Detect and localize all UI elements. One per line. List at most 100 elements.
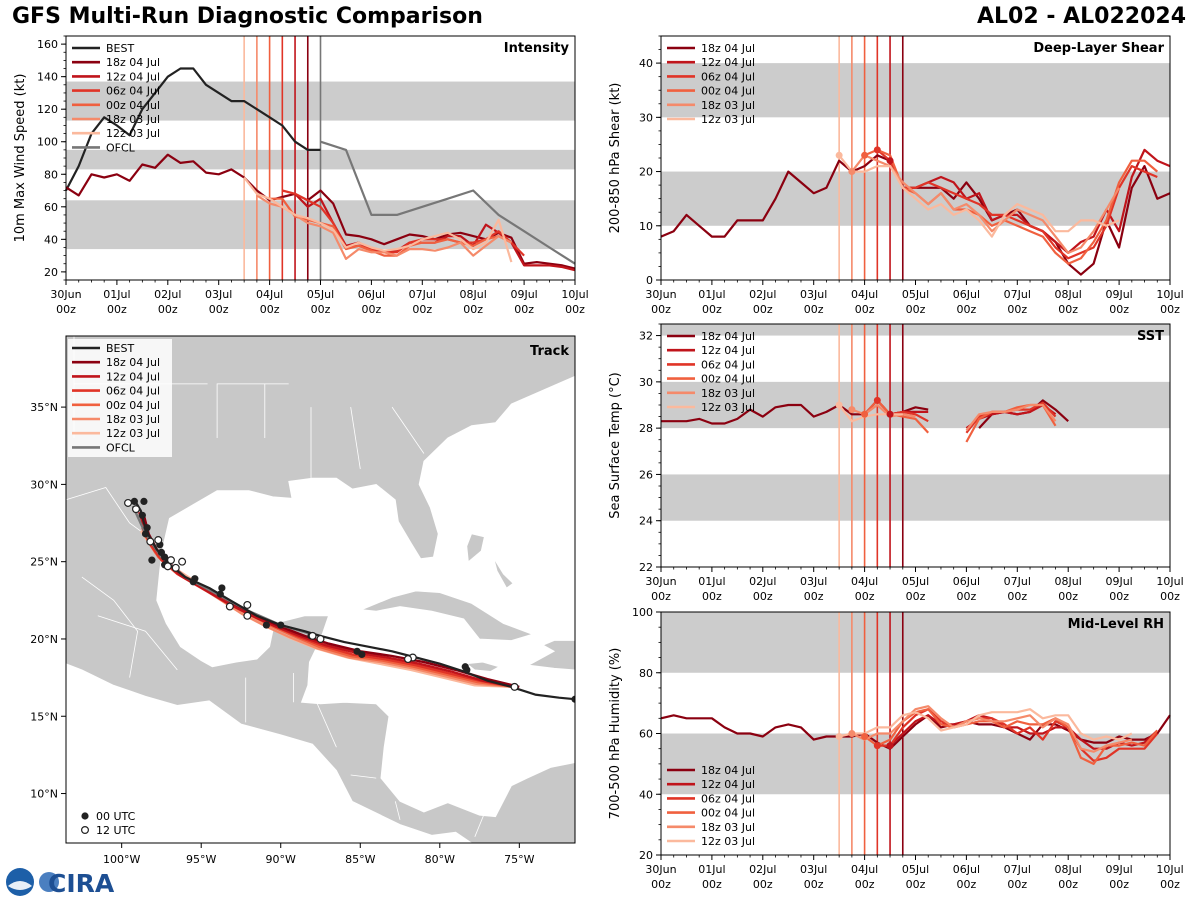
intensity-xtick-label-hour: 00z	[209, 303, 229, 316]
intensity-legend-label: OFCL	[106, 141, 136, 154]
rh-xtick-label: 05Jul	[902, 863, 929, 876]
shear-ytick-label: 30	[639, 111, 653, 124]
storm-id: AL02 - AL022024	[977, 4, 1186, 29]
sst-xtick-label: 06Jul	[953, 575, 980, 588]
cira-logo: CIRA	[4, 866, 116, 898]
track-point-12utc	[510, 682, 519, 691]
rh-init-point	[861, 733, 869, 741]
intensity-legend-label: 12z 04 Jul	[106, 70, 160, 83]
intensity-legend-label: 00z 04 Jul	[106, 99, 160, 112]
rh-xtick-label-hour: 00z	[804, 878, 824, 891]
shear-xtick-label-hour: 00z	[1007, 303, 1027, 316]
track-point-12utc	[243, 600, 252, 609]
intensity-ytick-label: 100	[37, 136, 58, 149]
track-point-12utc	[166, 556, 175, 565]
rh-ytick-label: 40	[639, 788, 653, 801]
land-north-america	[65, 335, 576, 844]
sst-band-2	[661, 324, 1170, 336]
rh-chart: 20 40 60 80 100 30Jun 00z 01Jul 00z 02Jul 00z 03Jul…	[608, 606, 1184, 891]
track-legend-label: 18z 04 Jul	[106, 356, 160, 369]
track-marker-legend-label: 12 UTC	[96, 824, 136, 837]
sst-xtick-label: 30Jun	[645, 575, 676, 588]
sst-xtick-label-hour: 00z	[1058, 590, 1078, 603]
track-lines	[124, 497, 575, 703]
rh-xtick-label-hour: 00z	[957, 878, 977, 891]
track-point-00utc	[130, 497, 138, 505]
intensity-ytick-label: 120	[37, 103, 58, 116]
sst-xtick-label: 08Jul	[1055, 575, 1082, 588]
track-xtick-label: 90°W	[266, 853, 296, 866]
track-legend-label: OFCL	[106, 441, 136, 454]
rh-title: Mid-Level RH	[1068, 617, 1164, 632]
page-title: GFS Multi-Run Diagnostic Comparison	[12, 4, 483, 29]
track-point-12utc	[243, 611, 252, 620]
sst-legend-label: 12z 04 Jul	[701, 344, 755, 357]
intensity-xtick-label: 05Jul	[307, 288, 334, 301]
shear-xtick-label: 09Jul	[1105, 288, 1132, 301]
sst-xtick-label: 09Jul	[1105, 575, 1132, 588]
shear-xtick-label: 05Jul	[902, 288, 929, 301]
sst-ytick-label: 22	[639, 561, 653, 574]
track-point-12utc	[225, 602, 234, 611]
border-line-3	[350, 407, 361, 469]
rh-xtick-label: 06Jul	[953, 863, 980, 876]
track-legend-label: BEST	[106, 342, 134, 355]
border-line-4	[391, 406, 425, 454]
rh-xtick-label-hour: 00z	[855, 878, 875, 891]
rh-xtick-label-hour: 00z	[1007, 878, 1027, 891]
intensity-xtick-label-hour: 00z	[514, 303, 534, 316]
intensity-xtick-label: 04Jul	[256, 288, 283, 301]
sst-ylabel: Sea Surface Temp (°C)	[608, 372, 623, 519]
intensity-xtick-label: 02Jul	[154, 288, 181, 301]
shear-init-point	[848, 168, 856, 176]
rh-xtick-label: 04Jul	[851, 863, 878, 876]
land-bahamas	[466, 533, 485, 563]
sst-band-0	[661, 474, 1170, 521]
track-point-12utc	[154, 536, 163, 545]
intensity-series-ofcl	[320, 140, 576, 265]
track-point-00utc	[138, 511, 146, 519]
sst-legend-label: 06z 04 Jul	[701, 358, 755, 371]
track-marker-legend-12utc	[80, 826, 89, 835]
shear-series-18z-03-jul	[851, 154, 1121, 254]
intensity-legend-label: 18z 03 Jul	[106, 113, 160, 126]
track-point-12utc	[308, 631, 317, 640]
track-point-00utc	[218, 584, 226, 592]
track-xtick-label: 75°W	[504, 853, 534, 866]
sst-xtick-label: 05Jul	[902, 575, 929, 588]
shear-title: Deep-Layer Shear	[1033, 41, 1164, 56]
track-frame	[65, 335, 576, 844]
track-point-00utc	[157, 548, 166, 557]
intensity-ytick-label: 140	[37, 71, 58, 84]
border-line-12	[394, 801, 401, 820]
track-map: 100°W 95°W 90°W 85°W 80°W 75°W 10°N 15°N 20°N 25°…	[30, 335, 576, 866]
intensity-series-12z-03-jul	[243, 176, 513, 263]
rh-legend-label: 18z 03 Jul	[701, 821, 755, 834]
track-point-12utc	[163, 562, 172, 571]
intensity-ylabel: 10m Max Wind Speed (kt)	[13, 74, 28, 243]
land-bahamas-2	[493, 558, 514, 589]
track-point-12utc	[316, 634, 325, 643]
shear-xtick-label: 04Jul	[851, 288, 878, 301]
rh-xtick-label: 08Jul	[1055, 863, 1082, 876]
sst-legend-label: 18z 04 Jul	[701, 330, 755, 343]
track-point-12utc	[403, 655, 412, 664]
shear-band-1	[661, 63, 1170, 118]
sst-legend-label: 12z 03 Jul	[701, 401, 755, 414]
intensity-xtick-label-hour: 00z	[412, 303, 432, 316]
shear-xtick-label-hour: 00z	[1109, 303, 1129, 316]
intensity-legend-label: 06z 04 Jul	[106, 85, 160, 98]
intensity-xtick-label: 10Jul	[561, 288, 588, 301]
intensity-xtick-label: 03Jul	[205, 288, 232, 301]
rh-legend-label: 00z 04 Jul	[701, 807, 755, 820]
sst-init-point	[835, 401, 843, 409]
track-ytick-label: 10°N	[30, 788, 58, 801]
sst-xtick-label: 07Jul	[1004, 575, 1031, 588]
land-cuba	[361, 590, 534, 641]
intensity-series-best	[65, 67, 321, 192]
track-legend-label: 12z 03 Jul	[106, 427, 160, 440]
rh-init-point	[873, 742, 881, 750]
shear-xtick-label: 06Jul	[953, 288, 980, 301]
sst-init-point	[848, 406, 856, 414]
track-point-00utc	[141, 530, 150, 538]
